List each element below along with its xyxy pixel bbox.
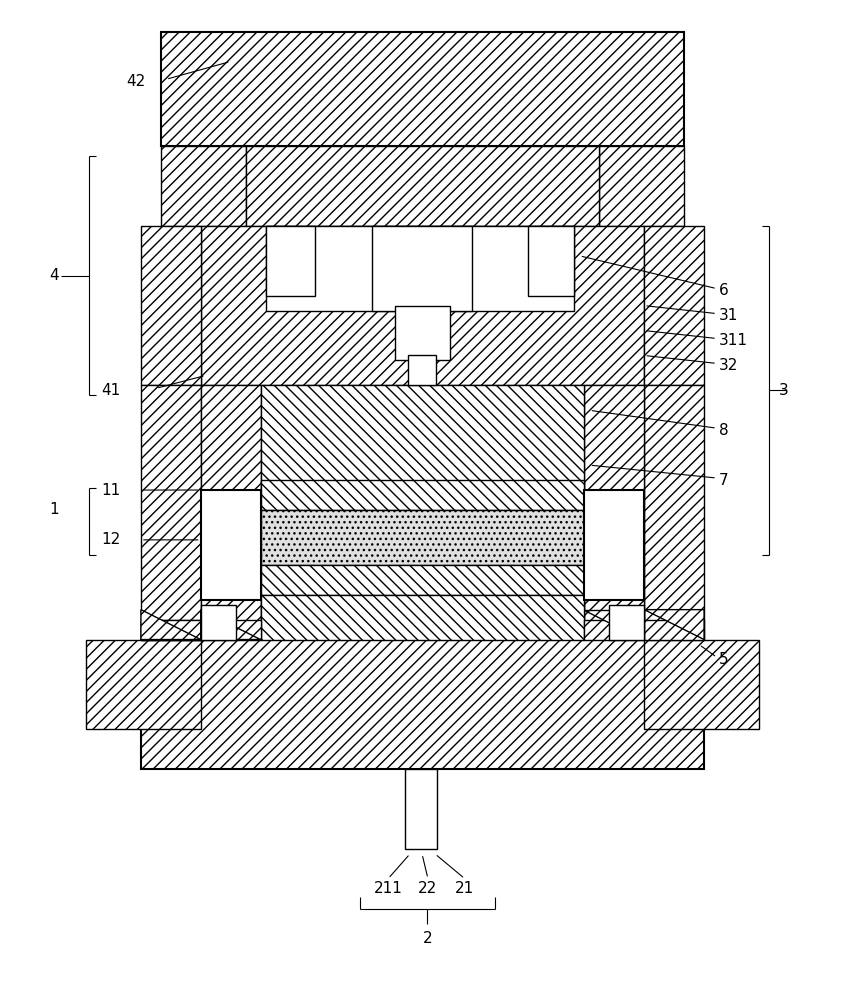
Bar — [528, 226, 574, 296]
Bar — [584, 385, 644, 640]
Text: 1: 1 — [49, 502, 59, 517]
Bar — [265, 226, 574, 311]
Bar — [405, 769, 437, 849]
Bar — [644, 226, 704, 385]
Text: 8: 8 — [719, 423, 728, 438]
Text: 6: 6 — [719, 283, 729, 298]
Polygon shape — [141, 620, 200, 640]
Bar — [141, 640, 704, 769]
Polygon shape — [141, 610, 200, 640]
Bar — [408, 355, 436, 385]
Text: 211: 211 — [374, 881, 402, 896]
Text: 4: 4 — [49, 268, 59, 283]
Text: 42: 42 — [126, 74, 145, 89]
Text: 21: 21 — [456, 881, 475, 896]
Bar — [246, 146, 600, 226]
Polygon shape — [200, 610, 260, 640]
Bar — [161, 146, 246, 226]
Text: 31: 31 — [719, 308, 738, 323]
Bar — [644, 620, 704, 640]
Bar — [372, 226, 472, 311]
Bar — [161, 32, 685, 146]
Bar — [584, 620, 644, 640]
Bar — [141, 226, 200, 385]
Bar — [200, 620, 260, 640]
Bar — [260, 565, 584, 595]
Bar — [200, 490, 260, 600]
Polygon shape — [584, 610, 644, 640]
Bar — [610, 605, 644, 640]
Bar — [200, 385, 260, 640]
Text: 22: 22 — [418, 881, 438, 896]
Bar — [260, 595, 584, 640]
Bar — [260, 480, 584, 510]
Text: 32: 32 — [719, 358, 738, 373]
Text: 5: 5 — [719, 652, 728, 667]
Text: 2: 2 — [423, 931, 432, 946]
Polygon shape — [644, 610, 704, 640]
Bar — [395, 306, 450, 360]
Bar — [644, 385, 704, 640]
Text: 12: 12 — [101, 532, 120, 547]
Text: 311: 311 — [719, 333, 748, 348]
Bar — [644, 640, 759, 729]
Text: 11: 11 — [101, 483, 120, 498]
Bar — [584, 490, 644, 600]
Bar — [141, 620, 200, 640]
Text: 41: 41 — [101, 383, 120, 398]
Text: 7: 7 — [719, 473, 728, 488]
Bar — [86, 640, 200, 729]
Bar — [260, 510, 584, 565]
Bar — [200, 605, 236, 640]
Bar — [600, 146, 685, 226]
Bar — [141, 385, 200, 640]
Bar — [260, 385, 584, 640]
Bar — [200, 226, 644, 385]
Text: 3: 3 — [779, 383, 789, 398]
Bar — [265, 226, 316, 296]
